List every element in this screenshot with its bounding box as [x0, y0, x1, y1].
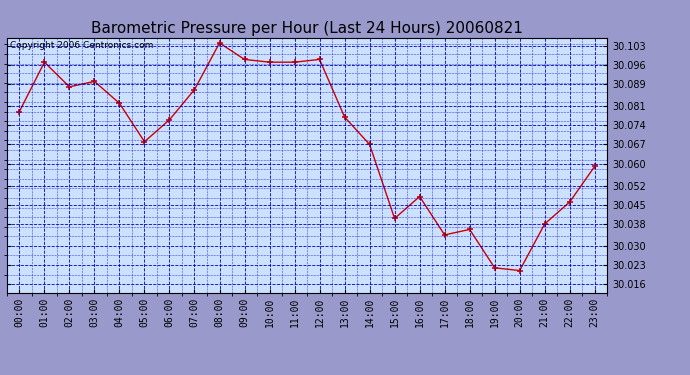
- Title: Barometric Pressure per Hour (Last 24 Hours) 20060821: Barometric Pressure per Hour (Last 24 Ho…: [91, 21, 523, 36]
- Text: Copyright 2006 Centronics.com: Copyright 2006 Centronics.com: [10, 41, 153, 50]
